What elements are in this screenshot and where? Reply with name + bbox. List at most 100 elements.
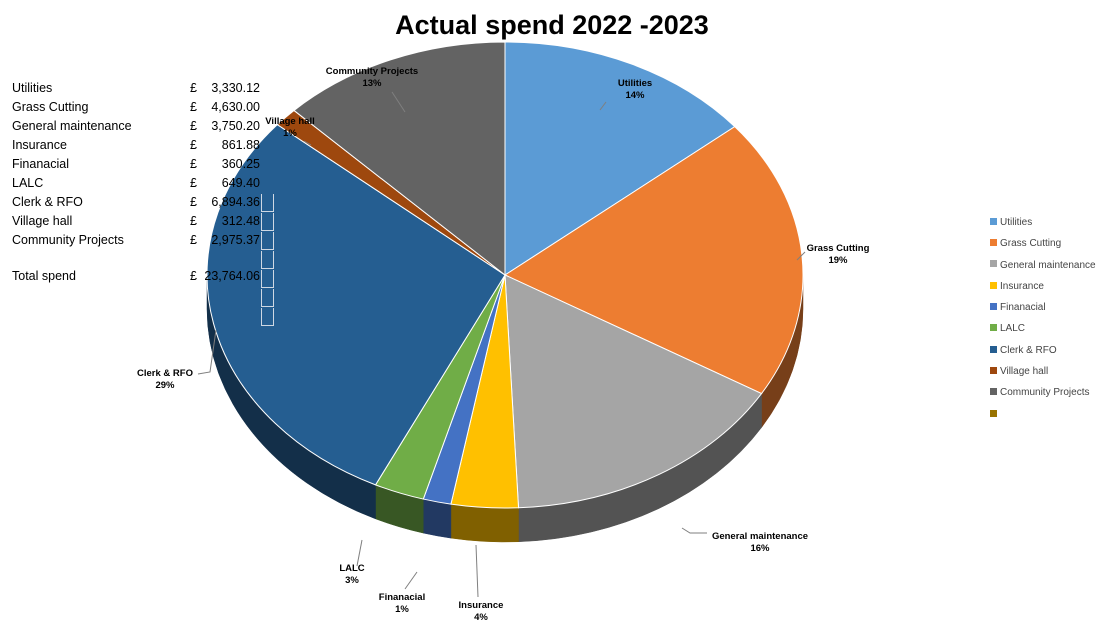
data-label-percent-7: 29% [155, 380, 175, 391]
data-label-category-2: Grass Cutting [807, 243, 870, 254]
pie-slice-9 [293, 41, 506, 277]
table-row-label: Utilities [12, 81, 53, 95]
legend-swatch [990, 239, 997, 247]
legend-swatch [990, 281, 997, 289]
pie-slice-1 [504, 41, 736, 276]
legend-swatch [990, 345, 997, 353]
data-label-category-6: LALC [339, 563, 364, 574]
table-row-amount: 2,975.37 [211, 233, 260, 247]
data-label-category-1: Utilities [618, 78, 652, 89]
data-label-percent-2: 19% [828, 255, 848, 266]
table-row-amount: 3,750.20 [211, 119, 260, 133]
leader-line-5 [404, 571, 418, 590]
legend-label: Finanacial [1000, 302, 1046, 314]
legend-swatch [990, 303, 997, 311]
legend-item: Grass Cutting [990, 237, 1096, 258]
grid-cell [261, 213, 274, 231]
table-row-currency: £ [190, 233, 197, 247]
grid-cell [261, 232, 274, 250]
data-label-percent-4: 4% [474, 612, 488, 621]
data-label-category-8: Village hall [265, 116, 314, 127]
table-row-label: Community Projects [12, 233, 124, 247]
chart-title: Actual spend 2022 -2023 [395, 10, 709, 40]
data-label-percent-6: 3% [345, 575, 359, 586]
table-row-label: Finanacial [12, 157, 69, 171]
grid-cell [261, 308, 274, 326]
pie-side-5 [423, 498, 452, 539]
table-row-currency: £ [190, 157, 197, 171]
legend-item: Utilities [990, 216, 1096, 237]
table-row-currency: £ [190, 119, 197, 133]
grid-cell [261, 194, 274, 212]
legend-item: Clerk & RFO [990, 344, 1096, 365]
data-label-category-5: Finanacial [379, 592, 425, 603]
pie-slice-3 [504, 274, 763, 509]
legend-swatch [990, 217, 997, 225]
table-row-amount: 6,894.36 [211, 195, 260, 209]
table-row-label: Clerk & RFO [12, 195, 83, 209]
table-row-amount: 360.25 [221, 157, 260, 171]
chart-legend: Utilities Grass Cutting General maintenanc… [990, 216, 1096, 429]
leader-line-8 [303, 140, 312, 146]
pie-slice-7 [206, 123, 506, 486]
legend-label: Insurance [1000, 280, 1044, 292]
data-label-percent-5: 1% [395, 604, 409, 615]
data-label-category-9: Community Projects [326, 66, 418, 77]
table-row-currency: £ [190, 214, 197, 228]
table-row-amount: 3,330.12 [211, 81, 260, 95]
legend-label: General maintenance [1000, 259, 1096, 271]
leader-line-4 [475, 544, 479, 598]
leader-line-6 [356, 539, 363, 567]
data-label-percent-8: 1% [283, 128, 297, 139]
data-label-percent-3: 16% [750, 543, 770, 554]
data-label-category-7: Clerk & RFO [137, 368, 193, 379]
leader-line-2 [796, 251, 806, 261]
table-row-amount: 649.40 [221, 176, 260, 190]
table-row-currency: £ [190, 176, 197, 190]
table-row-amount: 4,630.00 [211, 100, 260, 114]
grid-cell [261, 251, 274, 269]
table-row-amount: 861.88 [221, 138, 260, 152]
legend-swatch [990, 409, 997, 417]
table-row-amount: 23,764.06 [204, 269, 260, 283]
legend-label: Grass Cutting [1000, 238, 1062, 250]
table-row-currency: £ [190, 195, 197, 209]
leader-line-9 [391, 91, 406, 113]
pie-top-group [206, 41, 804, 509]
grid-cell [261, 289, 274, 307]
table-row-label: Village hall [12, 214, 73, 228]
legend-label: Clerk & RFO [1000, 344, 1057, 356]
data-label-percent-1: 14% [625, 90, 645, 101]
legend-item: Village hall [990, 365, 1096, 386]
leader-line-7 [197, 329, 217, 375]
data-label-category-4: Insurance [459, 600, 504, 611]
legend-label: Utilities [1000, 217, 1033, 228]
legend-item: General maintenance [990, 259, 1096, 280]
table-row-label: Insurance [12, 138, 67, 152]
leader-line-3 [681, 527, 707, 534]
table-row-currency: £ [190, 138, 197, 152]
pie-side-4 [450, 503, 519, 543]
pie-side-group [206, 274, 804, 543]
legend-item [990, 408, 1096, 429]
data-label-category-3: General maintenance [712, 531, 808, 542]
legend-item: LALC [990, 322, 1096, 343]
table-row-label: General maintenance [12, 119, 132, 133]
legend-swatch [990, 388, 997, 396]
legend-label: Community Projects [1000, 387, 1090, 399]
table-row-label: Grass Cutting [12, 100, 89, 114]
table-row-amount: 312.48 [221, 214, 260, 228]
legend-item: Community Projects [990, 386, 1096, 407]
legend-item: Finanacial [990, 301, 1096, 322]
legend-label: Village hall [1000, 366, 1049, 378]
table-row-currency: £ [190, 81, 197, 95]
table-row-currency: £ [190, 269, 197, 283]
pie-slice-2 [503, 125, 804, 395]
table-row-label: Total spend [12, 269, 76, 283]
legend-swatch [990, 260, 997, 268]
grid-cell [261, 270, 274, 288]
legend-swatch [990, 324, 997, 332]
legend-item: Insurance [990, 280, 1096, 301]
